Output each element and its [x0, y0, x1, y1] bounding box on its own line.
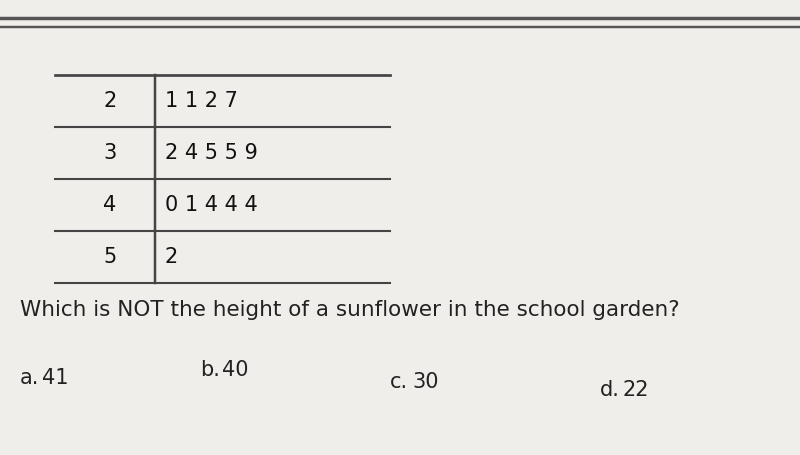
Text: 1 1 2 7: 1 1 2 7	[165, 91, 238, 111]
Text: Which is NOT the height of a sunflower in the school garden?: Which is NOT the height of a sunflower i…	[20, 300, 680, 320]
Text: 3: 3	[103, 143, 117, 163]
Text: 2: 2	[165, 247, 178, 267]
Text: 2 4 5 5 9: 2 4 5 5 9	[165, 143, 258, 163]
Text: 2: 2	[103, 91, 117, 111]
Text: d.: d.	[600, 380, 620, 400]
Text: 0 1 4 4 4: 0 1 4 4 4	[165, 195, 258, 215]
Text: b.: b.	[200, 360, 220, 380]
Text: 41: 41	[42, 368, 69, 388]
Text: 40: 40	[222, 360, 249, 380]
Text: 5: 5	[103, 247, 117, 267]
Text: 4: 4	[103, 195, 117, 215]
Text: a.: a.	[20, 368, 39, 388]
Text: 22: 22	[622, 380, 649, 400]
Text: c.: c.	[390, 372, 408, 392]
Text: 30: 30	[412, 372, 438, 392]
